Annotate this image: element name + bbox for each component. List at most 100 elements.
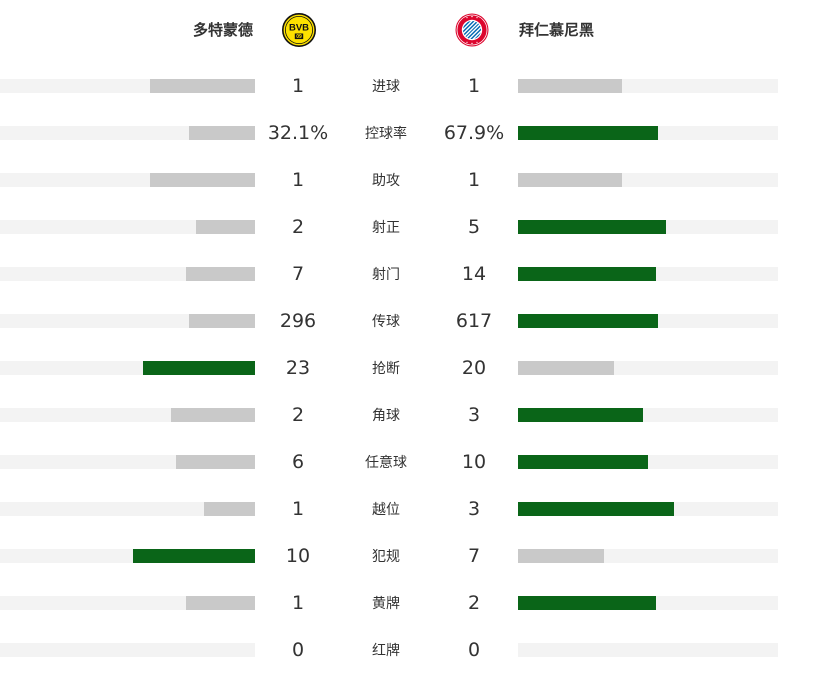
away-stat-track bbox=[518, 596, 778, 610]
away-stat-value: 14 bbox=[461, 263, 487, 285]
home-stat-track bbox=[0, 455, 255, 469]
away-stat-track bbox=[518, 220, 778, 234]
away-stat-value: 3 bbox=[467, 404, 481, 426]
stat-label: 任意球 bbox=[365, 455, 407, 471]
away-stat-value: 7 bbox=[467, 545, 481, 567]
stat-row: 2 角球 3 bbox=[0, 391, 813, 438]
match-header: 多特蒙德 BVB 09 bbox=[0, 0, 813, 62]
home-stat-value: 23 bbox=[285, 357, 311, 379]
home-stat-bar bbox=[204, 502, 255, 516]
away-stat-track bbox=[518, 361, 778, 375]
away-stat-bar bbox=[518, 549, 604, 563]
away-stat-value: 617 bbox=[455, 310, 493, 332]
svg-text:09: 09 bbox=[296, 34, 302, 40]
away-stat-value: 3 bbox=[467, 498, 481, 520]
bvb-crest-icon[interactable]: BVB 09 bbox=[281, 12, 317, 48]
away-stat-value: 67.9% bbox=[443, 122, 505, 144]
stat-row: 2 射正 5 bbox=[0, 203, 813, 250]
home-stat-track bbox=[0, 408, 255, 422]
stats-table: 1 进球 1 32.1% 控球率 67.9% 1 助攻 1 2 射正 5 7 射门 14 296 传球 617 23… bbox=[0, 62, 813, 673]
home-stat-bar bbox=[150, 79, 255, 93]
away-stat-bar bbox=[518, 502, 674, 516]
home-stat-value: 1 bbox=[291, 592, 305, 614]
home-stat-value: 2 bbox=[291, 404, 305, 426]
stat-row: 23 抢断 20 bbox=[0, 344, 813, 391]
away-stat-track bbox=[518, 314, 778, 328]
stat-row: 1 越位 3 bbox=[0, 485, 813, 532]
away-stat-track bbox=[518, 455, 778, 469]
home-stat-track bbox=[0, 220, 255, 234]
away-stat-value: 20 bbox=[461, 357, 487, 379]
stat-row: 6 任意球 10 bbox=[0, 438, 813, 485]
home-stat-bar bbox=[186, 267, 255, 281]
away-stat-track bbox=[518, 408, 778, 422]
stat-row: 1 黄牌 2 bbox=[0, 579, 813, 626]
home-stat-track bbox=[0, 126, 255, 140]
away-stat-value: 10 bbox=[461, 451, 487, 473]
away-stat-value: 5 bbox=[467, 216, 481, 238]
stat-row: 7 射门 14 bbox=[0, 250, 813, 297]
home-stat-bar bbox=[170, 408, 255, 422]
home-stat-value: 1 bbox=[291, 169, 305, 191]
stat-label: 黄牌 bbox=[372, 596, 400, 612]
home-stat-value: 296 bbox=[279, 310, 317, 332]
home-stat-track bbox=[0, 361, 255, 375]
away-stat-track bbox=[518, 173, 778, 187]
away-stat-value: 0 bbox=[467, 639, 481, 661]
away-stat-bar bbox=[518, 173, 622, 187]
away-stat-bar bbox=[518, 596, 656, 610]
away-stat-track bbox=[518, 79, 778, 93]
home-stat-value: 1 bbox=[291, 498, 305, 520]
home-stat-value: 2 bbox=[291, 216, 305, 238]
stat-label: 抢断 bbox=[372, 361, 400, 377]
stat-label: 红牌 bbox=[372, 643, 400, 659]
home-stat-bar bbox=[196, 220, 255, 234]
stat-label: 助攻 bbox=[372, 173, 400, 189]
home-stat-bar bbox=[142, 361, 255, 375]
stat-row: 32.1% 控球率 67.9% bbox=[0, 109, 813, 156]
home-stat-track bbox=[0, 549, 255, 563]
away-stat-track bbox=[518, 267, 778, 281]
stat-label: 进球 bbox=[372, 79, 400, 95]
stat-label: 越位 bbox=[372, 502, 400, 518]
home-stat-value: 1 bbox=[291, 75, 305, 97]
home-stat-value: 32.1% bbox=[267, 122, 329, 144]
stat-label: 传球 bbox=[372, 314, 400, 330]
stat-label: 控球率 bbox=[365, 126, 407, 142]
stat-row: 0 红牌 0 bbox=[0, 626, 813, 673]
fc-bayern-crest-icon[interactable] bbox=[455, 13, 489, 47]
stat-row: 296 传球 617 bbox=[0, 297, 813, 344]
stat-row: 1 进球 1 bbox=[0, 62, 813, 109]
away-stat-bar bbox=[518, 126, 659, 140]
stat-row: 10 犯规 7 bbox=[0, 532, 813, 579]
away-stat-track bbox=[518, 549, 778, 563]
away-stat-bar bbox=[518, 220, 667, 234]
stat-label: 角球 bbox=[372, 408, 400, 424]
away-stat-bar bbox=[518, 79, 622, 93]
home-team-name[interactable]: 多特蒙德 bbox=[192, 21, 253, 39]
home-stat-bar bbox=[175, 455, 255, 469]
home-stat-bar bbox=[186, 596, 255, 610]
home-stat-track bbox=[0, 314, 255, 328]
away-stat-bar bbox=[518, 408, 643, 422]
away-stat-value: 1 bbox=[467, 169, 481, 191]
home-stat-track bbox=[0, 267, 255, 281]
home-stat-value: 0 bbox=[291, 639, 305, 661]
away-stat-bar bbox=[518, 267, 656, 281]
home-stat-value: 6 bbox=[291, 451, 305, 473]
away-team-name[interactable]: 拜仁慕尼黑 bbox=[519, 21, 595, 39]
home-stat-track bbox=[0, 596, 255, 610]
home-stat-track bbox=[0, 643, 255, 657]
away-stat-value: 2 bbox=[467, 592, 481, 614]
home-stat-bar bbox=[188, 314, 255, 328]
stat-label: 射正 bbox=[372, 220, 400, 236]
home-stat-value: 7 bbox=[291, 263, 305, 285]
stat-label: 射门 bbox=[372, 267, 400, 283]
home-stat-track bbox=[0, 79, 255, 93]
away-stat-bar bbox=[518, 314, 659, 328]
home-stat-value: 10 bbox=[285, 545, 311, 567]
away-stat-track bbox=[518, 126, 778, 140]
home-stat-bar bbox=[132, 549, 255, 563]
away-stat-track bbox=[518, 643, 778, 657]
stat-row: 1 助攻 1 bbox=[0, 156, 813, 203]
